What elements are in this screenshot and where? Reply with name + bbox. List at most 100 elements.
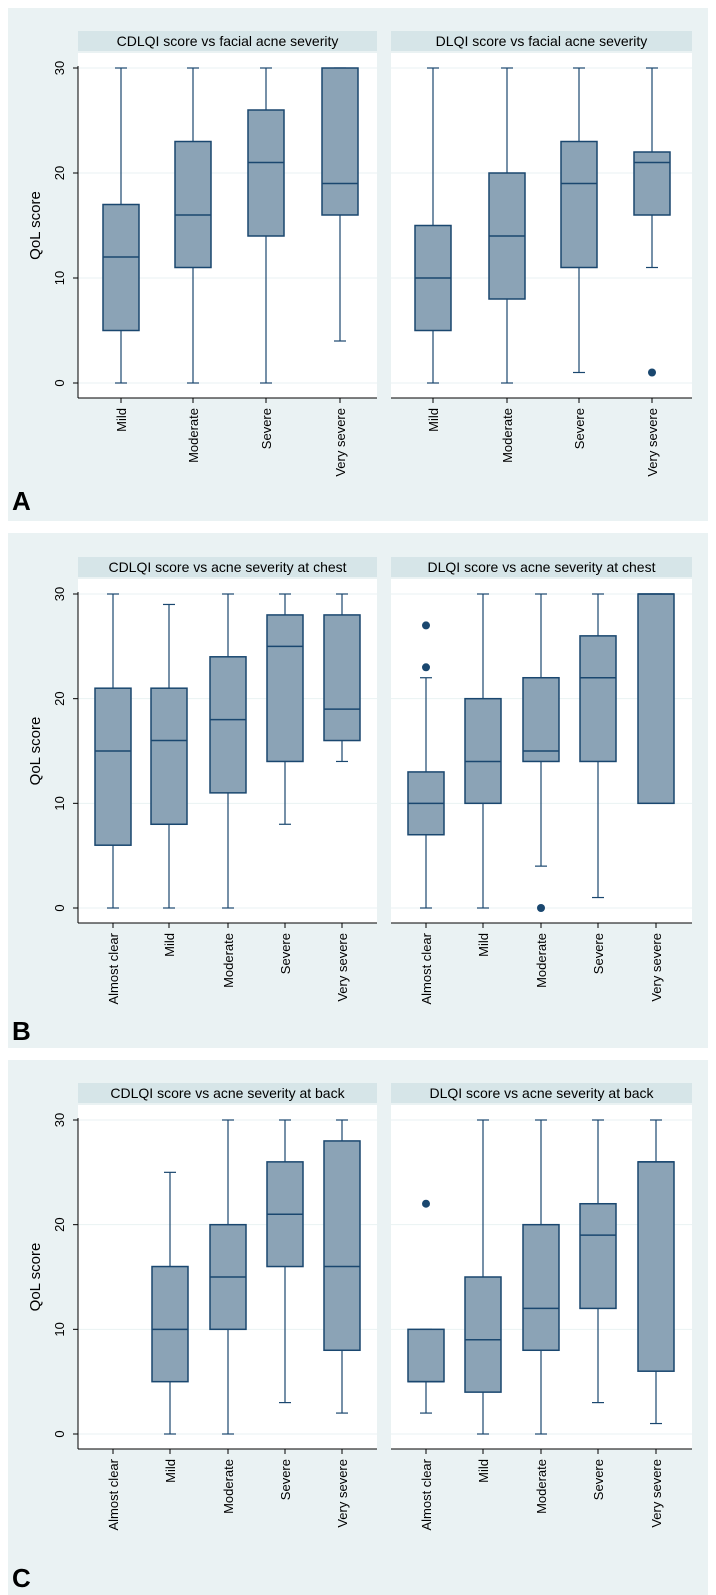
x-tick-label: Mild	[476, 1459, 491, 1483]
y-tick-label: 20	[52, 1217, 67, 1231]
x-tick-label: Moderate	[186, 408, 201, 463]
box-iqr	[633, 151, 671, 216]
box-iqr	[150, 687, 188, 826]
box-iqr	[209, 656, 247, 794]
x-tick-label: Almost clear	[419, 1458, 434, 1530]
boxplot-very-severe	[323, 1119, 361, 1414]
boxplot-very-severe	[323, 593, 361, 763]
y-axis-label: QoL score	[27, 191, 44, 260]
x-tick-label: Mild	[162, 933, 177, 957]
box-iqr	[579, 1202, 617, 1310]
x-tick-label: Severe	[259, 408, 274, 449]
box-iqr	[266, 614, 304, 763]
y-axis-label: QoL score	[27, 717, 44, 786]
x-tick-label: Almost clear	[106, 1458, 121, 1530]
boxplot-severe	[266, 1119, 304, 1404]
boxplot-very-severe	[637, 593, 675, 805]
x-tick-label: Very severe	[645, 408, 660, 477]
subplot-title: CDLQI score vs acne severity at back	[110, 1085, 345, 1101]
box-iqr	[637, 1161, 675, 1372]
chart-panel-c: CDLQI score vs acne severity at back0102…	[8, 1060, 708, 1595]
box-iqr	[560, 140, 598, 269]
y-tick-label: 30	[52, 1113, 67, 1127]
subplot-dlqi: DLQI score vs facial acne severity Mild Mo…	[391, 31, 692, 477]
box-iqr	[522, 676, 560, 763]
box-iqr	[464, 1276, 502, 1393]
box-iqr	[522, 1223, 560, 1352]
box-iqr	[174, 140, 212, 269]
x-tick-label: Severe	[278, 933, 293, 974]
box-iqr	[151, 1265, 189, 1383]
boxplot-very-severe	[637, 1119, 675, 1425]
box-iqr	[323, 1140, 361, 1352]
outlier-point	[537, 904, 545, 912]
box-iqr	[102, 203, 140, 332]
chart-panel-a: CDLQI score vs facial acne severity 0 10 20…	[8, 8, 708, 521]
subplot-title-strip	[78, 557, 377, 577]
x-tick-label: Severe	[572, 408, 587, 449]
x-tick-label: Severe	[591, 1459, 606, 1500]
subplot-title-strip	[391, 1083, 692, 1103]
x-tick-label: Very severe	[333, 408, 348, 477]
boxplot-almost-clear	[407, 1199, 445, 1414]
boxplot-moderate	[522, 593, 560, 912]
x-tick-label: Moderate	[534, 1459, 549, 1514]
boxplot-mild	[464, 593, 502, 909]
y-tick-label: 20	[52, 166, 67, 180]
y-tick-label: 10	[52, 271, 67, 285]
boxplot-almost-clear	[94, 593, 132, 909]
subplot-title-strip	[78, 31, 377, 51]
y-tick-label: 10	[52, 1322, 67, 1336]
x-tick-label: Mild	[114, 408, 129, 432]
box-iqr	[94, 687, 132, 846]
boxplot-severe	[266, 593, 304, 825]
boxplot-moderate	[488, 67, 526, 384]
x-tick-label: Moderate	[221, 1459, 236, 1514]
box-iqr	[321, 67, 359, 216]
subplot-cdlqi: CDLQI score vs facial acne severity 0 10 20…	[27, 31, 377, 477]
box-iqr	[579, 635, 617, 763]
x-tick-label: Mild	[426, 408, 441, 432]
y-tick-label: 0	[52, 379, 67, 386]
subplot-dlqi: DLQI score vs acne severity at chest Almo…	[391, 557, 692, 1005]
boxplot-moderate	[522, 1119, 560, 1435]
x-tick-label: Moderate	[534, 933, 549, 988]
outlier-point	[422, 663, 430, 672]
boxplot-moderate	[174, 67, 212, 384]
box-iqr	[323, 614, 361, 742]
y-axis-label: QoL score	[27, 1243, 44, 1312]
box-iqr	[637, 593, 675, 805]
x-tick-label: Very severe	[335, 1459, 350, 1528]
chart-panel-b: CDLQI score vs acne severity at chest 0 10…	[8, 533, 708, 1048]
panel-letter: C	[12, 1563, 31, 1593]
boxplot-moderate	[209, 1119, 247, 1435]
subplot-title: DLQI score vs acne severity at chest	[428, 559, 656, 575]
x-tick-label: Severe	[591, 933, 606, 974]
boxplot-very-severe	[633, 67, 671, 377]
subplot-dlqi: DLQI score vs acne severity at back Almos…	[391, 1083, 692, 1531]
boxplot-severe	[560, 67, 598, 374]
x-tick-label: Moderate	[221, 933, 236, 988]
subplot-title-strip	[391, 557, 692, 577]
box-iqr	[464, 697, 502, 805]
x-tick-label: Mild	[476, 933, 491, 957]
box-iqr	[407, 1328, 445, 1383]
subplot-cdlqi: CDLQI score vs acne severity at chest 0 10…	[27, 557, 377, 1005]
y-tick-label: 30	[52, 61, 67, 75]
outlier-point	[422, 621, 430, 630]
boxplot-severe	[579, 593, 617, 899]
x-tick-label: Very severe	[649, 933, 664, 1002]
x-tick-label: Very severe	[649, 1459, 664, 1528]
boxplot-moderate	[209, 593, 247, 909]
subplot-title: DLQI score vs facial acne severity	[436, 33, 648, 49]
x-tick-label: Mild	[163, 1459, 178, 1483]
boxplot-mild	[151, 1171, 189, 1435]
box-iqr	[247, 109, 285, 237]
subplot-title: DLQI score vs acne severity at back	[429, 1085, 654, 1101]
y-tick-label: 30	[52, 587, 67, 601]
x-tick-label: Almost clear	[106, 932, 121, 1004]
panel-letter: B	[12, 1016, 31, 1046]
x-tick-label: Very severe	[335, 933, 350, 1002]
subplot-cdlqi: CDLQI score vs acne severity at back 0 10 2…	[27, 1083, 377, 1531]
x-tick-label: Moderate	[500, 408, 515, 463]
